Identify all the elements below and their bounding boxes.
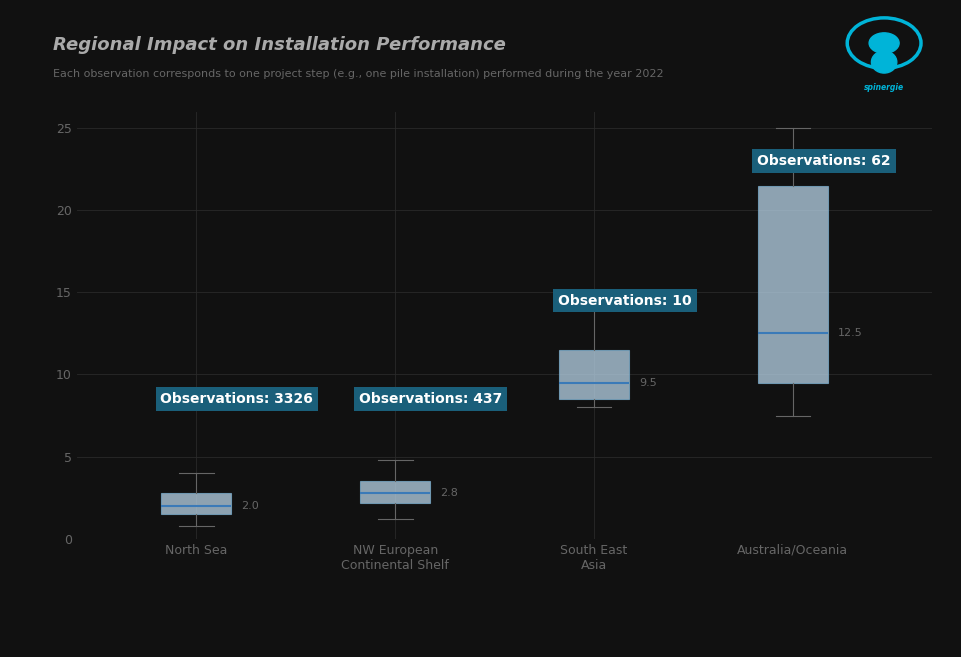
PathPatch shape xyxy=(360,481,430,503)
Text: 2.0: 2.0 xyxy=(241,501,259,511)
Text: Each observation corresponds to one project step (e.g., one pile installation) p: Each observation corresponds to one proj… xyxy=(53,69,663,79)
PathPatch shape xyxy=(758,186,827,382)
Text: Observations: 437: Observations: 437 xyxy=(359,392,503,406)
Text: 2.8: 2.8 xyxy=(440,487,457,498)
Text: Observations: 3326: Observations: 3326 xyxy=(160,392,313,406)
Circle shape xyxy=(869,33,899,53)
Text: Observations: 10: Observations: 10 xyxy=(558,294,692,307)
Text: 12.5: 12.5 xyxy=(838,328,862,338)
Text: 9.5: 9.5 xyxy=(639,378,656,388)
Text: spinergie: spinergie xyxy=(864,83,904,92)
PathPatch shape xyxy=(559,350,628,399)
PathPatch shape xyxy=(161,493,231,514)
Text: Observations: 62: Observations: 62 xyxy=(757,154,891,168)
Ellipse shape xyxy=(872,51,897,73)
Text: Regional Impact on Installation Performance: Regional Impact on Installation Performa… xyxy=(53,36,505,54)
